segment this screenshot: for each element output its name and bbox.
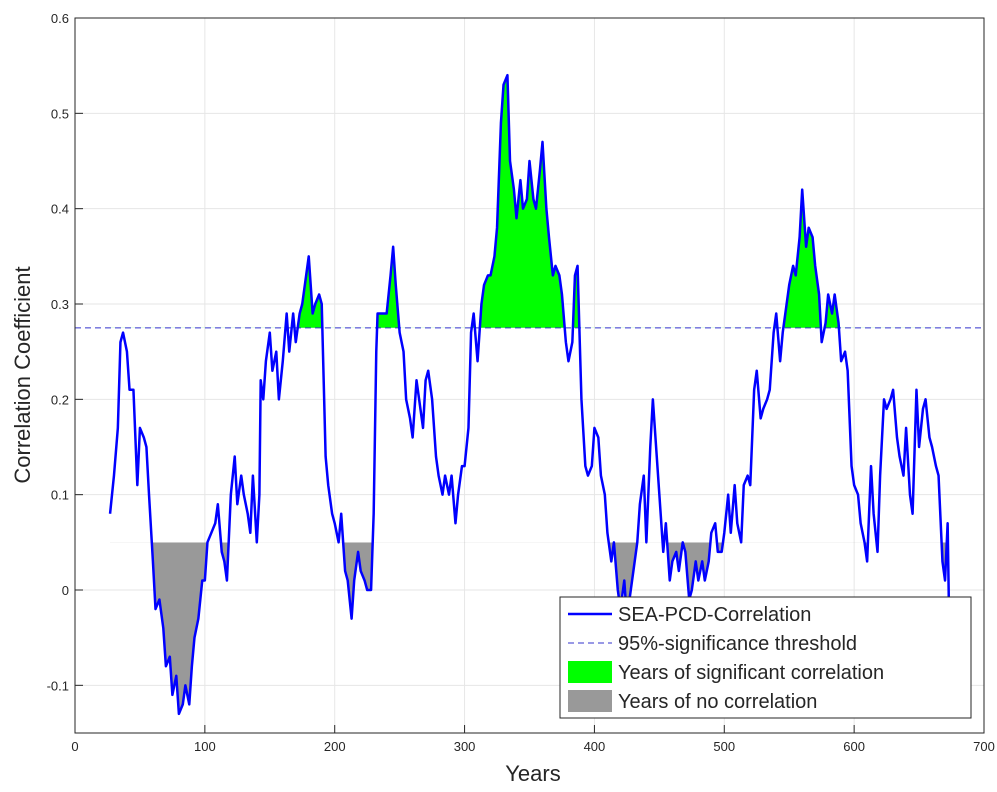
x-tick-label: 100	[194, 739, 216, 754]
y-tick-label: 0.6	[51, 11, 69, 26]
y-tick-label: -0.1	[47, 678, 69, 693]
legend-label: Years of significant correlation	[618, 662, 884, 684]
y-axis-label: Correlation Coefficient	[10, 266, 35, 483]
axes-box	[74, 17, 985, 734]
correlation-fill	[151, 542, 949, 714]
y-tick-label: 0	[62, 583, 69, 598]
y-tick-label: 0.2	[51, 392, 69, 407]
x-tick-label: 700	[973, 739, 995, 754]
correlation-fill	[110, 75, 949, 328]
legend-swatch	[568, 661, 612, 683]
x-tick-label: 400	[584, 739, 606, 754]
y-tick-label: 0.5	[51, 106, 69, 121]
legend-label: SEA-PCD-Correlation	[618, 604, 811, 626]
legend-label: 95%-significance threshold	[618, 633, 857, 655]
x-tick-label: 0	[71, 739, 78, 754]
y-tick-label: 0.4	[51, 202, 69, 217]
x-axis-label: Years	[505, 761, 560, 786]
x-tick-label: 500	[713, 739, 735, 754]
y-tick-label: 0.3	[51, 297, 69, 312]
data-line	[108, 73, 951, 716]
x-tick-label: 300	[454, 739, 476, 754]
x-tick-label: 200	[324, 739, 346, 754]
legend-box	[559, 596, 972, 719]
y-tick-label: 0.1	[51, 488, 69, 503]
legend-swatch	[568, 690, 612, 712]
legend-label: Years of no correlation	[618, 691, 817, 713]
x-tick-label: 600	[843, 739, 865, 754]
